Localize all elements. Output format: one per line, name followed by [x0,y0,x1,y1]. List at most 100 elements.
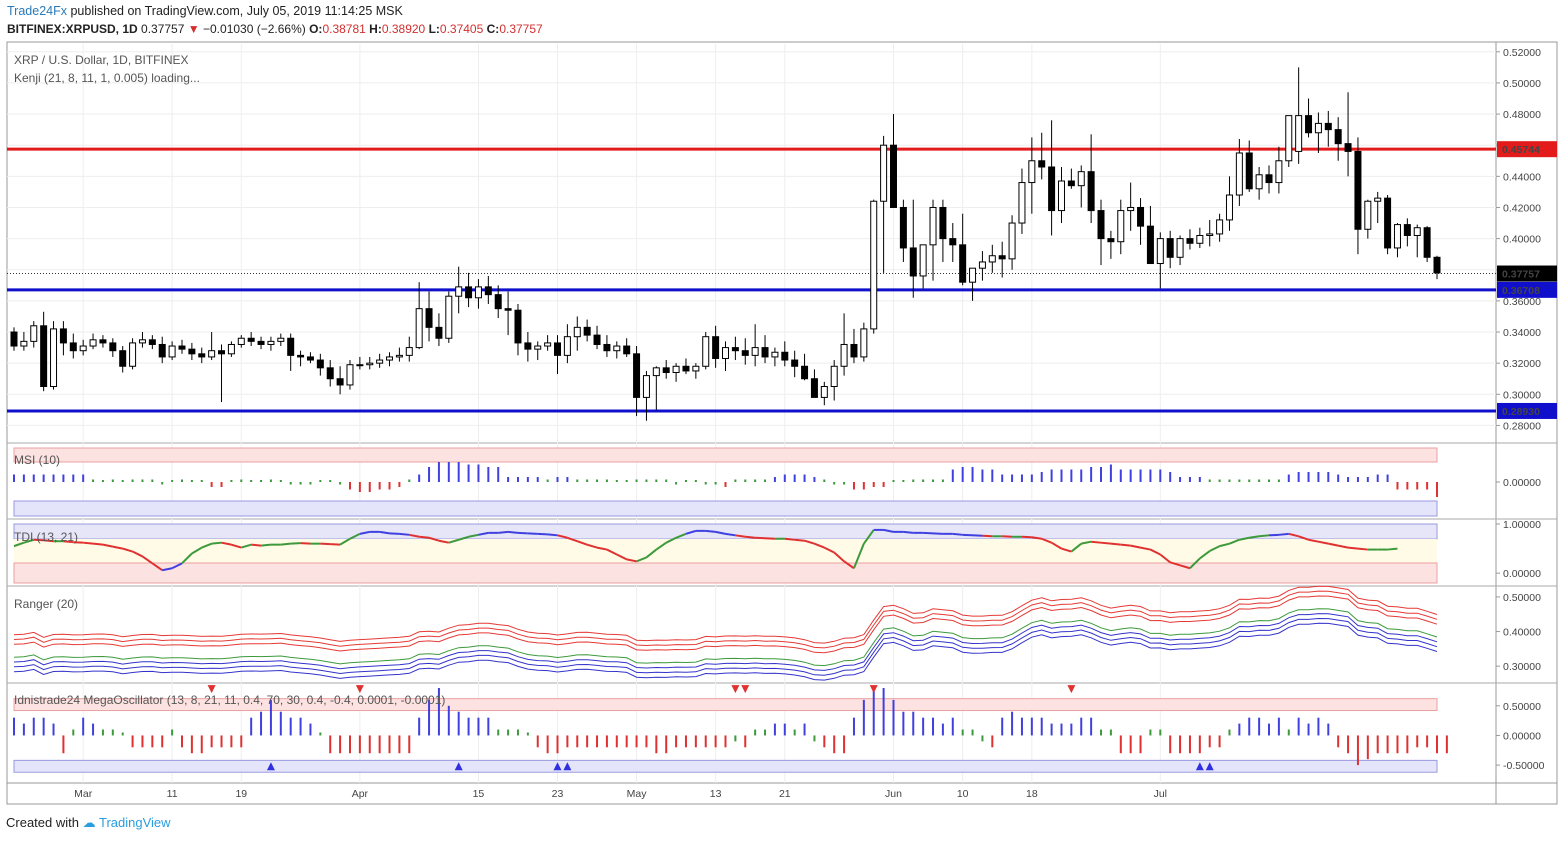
open-value: 0.38781 [322,22,366,36]
ranger-tick-label: 0.40000 [1503,627,1541,639]
tdi-line-segment [735,534,746,538]
candle-body [267,340,275,345]
candle-body [613,345,621,352]
tdi-line-segment [1239,536,1250,541]
candle-body [781,351,789,361]
tdi-line-segment [823,546,835,554]
sell-signal-icon [207,685,216,694]
candle-body [978,261,986,269]
candle-body [1077,171,1085,187]
candle-body [603,343,611,352]
candle-body [366,362,374,366]
level-price-tag [1497,402,1557,419]
candle-body [1008,222,1016,260]
tdi-line-segment [63,540,74,544]
candle-body [751,347,759,356]
close-value: 0.37757 [499,22,543,36]
candle-body [484,286,492,296]
candle-body [138,339,146,344]
tdi-line-segment [863,529,875,545]
candle-body [1393,224,1401,249]
candle-body [761,347,769,358]
candle-body [1216,219,1224,235]
down-arrow-icon: ▼ [187,22,200,36]
msi-tick-label: 0.00000 [1503,477,1541,489]
price-tick-label: 0.50000 [1503,78,1541,90]
candle-body [633,353,641,398]
tdi-line-segment [132,550,143,558]
time-tick-label: 15 [473,788,485,800]
tdi-line-segment [626,558,637,563]
candle-body [504,308,512,311]
candle-body [395,354,403,358]
candle-body [465,286,473,299]
tdi-line-segment [428,536,440,542]
publish-line: Trade24Fx published on TradingView.com, … [7,4,403,18]
tdi-line-segment [507,530,519,534]
tdi-line-segment [1100,541,1111,545]
time-tick-label: 18 [1026,788,1038,800]
msi-label: MSI (10) [14,453,60,467]
candle-body [1334,129,1342,145]
buy-signal-icon [553,762,562,771]
candle-body [692,365,700,372]
tdi-line-segment [883,528,894,533]
tdi-line-segment [1259,534,1270,538]
sell-signal-icon [731,685,740,694]
candle-body [1324,122,1332,131]
mega-tick-label: 0.50000 [1503,701,1541,713]
level-price-tag [1497,141,1557,158]
msi-overbought-zone [13,447,1438,463]
author-link[interactable]: Trade24Fx [7,4,67,18]
tradingview-link[interactable]: TradingView [99,815,171,830]
tdi-line-segment [409,533,420,538]
candle-body [652,367,660,377]
tdi-line-segment [141,555,153,565]
time-tick-label: 21 [779,788,791,800]
candle-body [178,345,186,350]
candle-body [208,350,216,358]
candle-body [889,144,897,208]
symbol-label: BITFINEX:XRPUSD, 1D [7,22,138,36]
candle-body [168,345,176,358]
ranger-tick-label: 0.30000 [1503,661,1541,673]
tdi-line-segment [13,541,25,548]
tdi-line-segment [1081,540,1092,545]
candle-body [1225,194,1233,221]
candle-body [959,244,967,283]
ranger-band-upper3 [13,585,1438,644]
tdi-line-segment [833,551,845,563]
candle-body [237,337,245,345]
tdi-tick-label: 0.00000 [1503,568,1541,580]
candle-body [672,365,680,373]
tdi-line-segment [1149,548,1161,556]
candle-body [1374,197,1382,202]
tdi-line-segment [1308,538,1319,543]
tdi-line-segment [171,562,183,570]
candle-body [722,347,729,359]
time-tick-label: 23 [552,788,564,800]
price-tick-label: 0.28000 [1503,420,1541,432]
candle-body [929,206,937,246]
candle-body [544,342,552,347]
last-price-label: 0.37757 [1502,269,1540,281]
candle-body [1384,197,1392,249]
tdi-line-segment [379,530,390,535]
candle-body [89,339,97,347]
candle-body [1305,115,1313,134]
tdi-line-segment [240,543,252,549]
tdi-line-segment [112,545,123,550]
candle-body [1433,256,1441,274]
mega-upper-zone [13,698,1438,712]
tdi-line-segment [1110,542,1121,546]
candle-body [1423,227,1431,258]
candle-body [1265,174,1273,184]
symbol-line: BITFINEX:XRPUSD, 1D 0.37757 ▼ −0.01030 (… [7,22,543,36]
candle-body [771,351,779,358]
chart-frame [6,41,1558,805]
price-tick-label: 0.34000 [1503,327,1541,339]
tdi-line-segment [23,538,35,544]
candle-body [840,343,848,367]
tdi-line-segment [1318,540,1329,545]
